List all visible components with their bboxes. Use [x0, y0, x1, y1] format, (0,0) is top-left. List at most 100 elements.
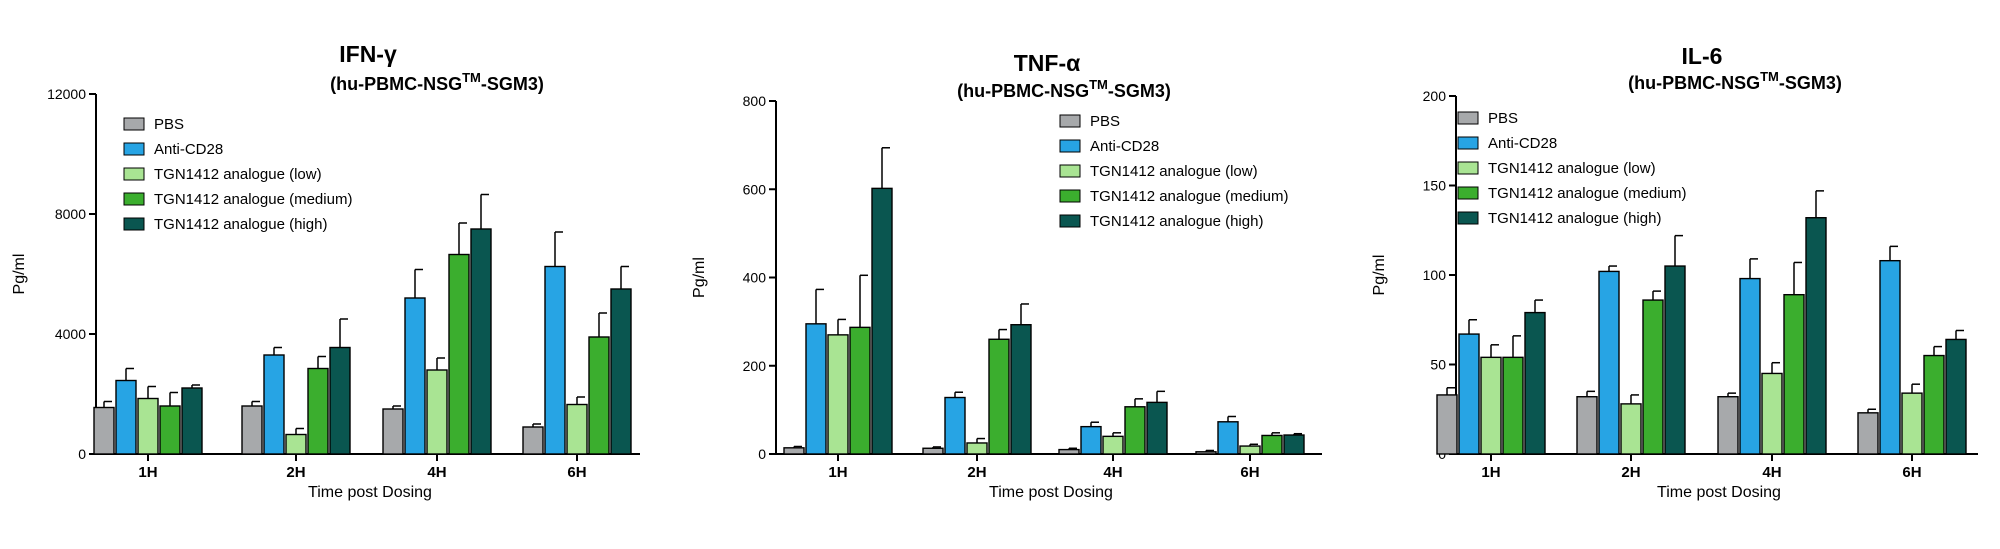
y-tick-label: 100: [1423, 267, 1447, 283]
x-tick-label: 4H: [427, 464, 446, 481]
bar: [988, 338, 1010, 455]
legend-label: Anti-CD28: [154, 141, 223, 158]
x-tick-label: 2H: [286, 464, 305, 481]
bar: [544, 265, 566, 455]
bar: [382, 408, 404, 455]
bar: [1080, 425, 1102, 455]
legend-label: TGN1412 analogue (low): [1090, 163, 1258, 180]
legend-swatch: [1457, 186, 1479, 200]
legend-swatch: [1457, 111, 1479, 125]
legend-label: TGN1412 analogue (medium): [1488, 185, 1686, 202]
x-tick-label: 4H: [1762, 464, 1781, 481]
y-tick-label: 8000: [55, 206, 86, 222]
bar: [566, 403, 588, 455]
bar: [610, 288, 632, 455]
bar: [470, 228, 492, 455]
bar: [1524, 311, 1546, 455]
x-tick-label: 2H: [1621, 464, 1640, 481]
bar: [263, 354, 285, 455]
bar: [1283, 434, 1305, 455]
bar: [588, 336, 610, 455]
x-tick-label: 4H: [1103, 464, 1122, 481]
bar: [159, 405, 181, 455]
x-tick-label: 6H: [1240, 464, 1259, 481]
subtitle-superscript: TM: [1760, 69, 1779, 84]
y-tick-label: 200: [1423, 88, 1447, 104]
legend-swatch: [123, 142, 145, 156]
legend-swatch: [123, 217, 145, 231]
y-tick-label: 12000: [47, 86, 86, 102]
legend-swatch: [1059, 139, 1081, 153]
y-tick-label: 4000: [55, 326, 86, 342]
subtitle-main: (hu-PBMC-NSG: [1628, 73, 1760, 93]
bar: [1146, 401, 1168, 455]
bar: [1805, 217, 1827, 455]
legend-swatch: [1457, 211, 1479, 225]
x-tick-label: 2H: [967, 464, 986, 481]
bar: [1664, 265, 1686, 455]
legend-label: PBS: [1090, 113, 1120, 130]
bar: [1010, 324, 1032, 455]
x-tick-label: 1H: [828, 464, 847, 481]
x-tick-label: 6H: [567, 464, 586, 481]
legend-label: PBS: [154, 116, 184, 133]
bar: [783, 447, 805, 455]
bar: [1761, 372, 1783, 455]
bar: [849, 326, 871, 455]
y-tick-label: 800: [743, 93, 767, 109]
subtitle-end: -SGM3): [1779, 73, 1842, 93]
bar: [871, 187, 893, 455]
chart-subtitle: (hu-PBMC-NSGTM-SGM3): [330, 70, 544, 94]
bar: [307, 367, 329, 455]
subtitle-main: (hu-PBMC-NSG: [330, 74, 462, 94]
legend-swatch: [1059, 189, 1081, 203]
legend-swatch: [123, 192, 145, 206]
legend-label: PBS: [1488, 110, 1518, 127]
chart-subtitle: (hu-PBMC-NSGTM-SGM3): [1628, 69, 1842, 93]
legend-label: TGN1412 analogue (low): [1488, 160, 1656, 177]
bar: [805, 323, 827, 455]
legend-swatch: [1457, 136, 1479, 150]
legend-label: TGN1412 analogue (high): [154, 216, 327, 233]
chart-title: IFN-γ: [339, 41, 397, 67]
bar: [1102, 435, 1124, 455]
bar: [448, 253, 470, 455]
x-axis-label: Time post Dosing: [989, 484, 1113, 501]
bar: [426, 369, 448, 455]
x-axis-label: Time post Dosing: [1657, 484, 1781, 501]
bar: [181, 387, 203, 455]
bar: [1642, 299, 1664, 455]
y-tick-label: 0: [78, 446, 86, 462]
chart-panel-3: IL-6(hu-PBMC-NSGTM-SGM3)0501001502001H2H…: [1371, 43, 1978, 501]
bar: [1598, 270, 1620, 455]
legend-swatch: [1457, 161, 1479, 175]
y-axis-label: Pg/ml: [11, 254, 28, 295]
bar: [1923, 354, 1945, 455]
y-tick-label: 50: [1430, 357, 1446, 373]
bar: [1783, 293, 1805, 455]
legend-swatch: [123, 117, 145, 131]
legend-label: TGN1412 analogue (medium): [1090, 188, 1288, 205]
bar: [1458, 333, 1480, 455]
legend-label: TGN1412 analogue (medium): [154, 191, 352, 208]
bar: [115, 379, 137, 455]
bar: [1261, 434, 1283, 455]
bar: [1576, 396, 1598, 455]
x-tick-label: 1H: [1481, 464, 1500, 481]
bar: [522, 426, 544, 455]
y-tick-label: 200: [743, 358, 767, 374]
chart-panel-1: IFN-γ (hu-PBMC-NSGTM-SGM3) 0 4000 8000 12000 1…: [11, 41, 640, 501]
chart-subtitle: (hu-PBMC-NSGTM-SGM3): [957, 77, 1171, 101]
bar: [1480, 356, 1502, 455]
bar: [1502, 356, 1524, 455]
bar: [1945, 338, 1967, 455]
legend-label: TGN1412 analogue (high): [1488, 210, 1661, 227]
x-axis-label: Time post Dosing: [308, 484, 432, 501]
y-tick-label: 600: [743, 181, 767, 197]
bar: [1239, 445, 1261, 455]
bar: [922, 447, 944, 455]
bar: [1857, 412, 1879, 455]
legend-label: Anti-CD28: [1090, 138, 1159, 155]
subtitle-superscript: TM: [1089, 77, 1108, 92]
